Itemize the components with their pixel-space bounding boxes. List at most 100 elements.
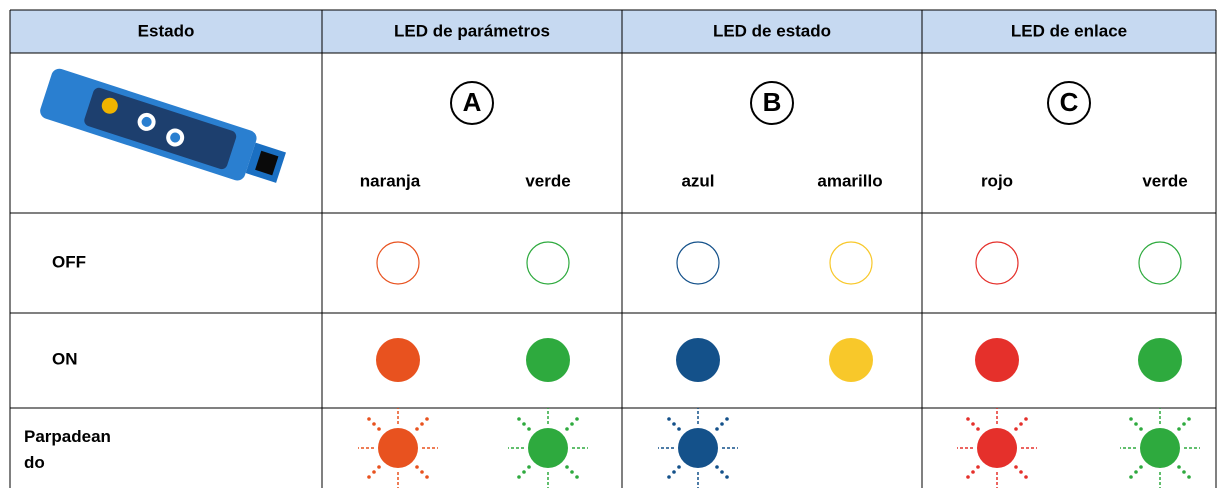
blink-dot — [1024, 475, 1028, 479]
led-off — [1138, 241, 1182, 285]
blink-dot — [522, 422, 526, 426]
blink-dot — [667, 417, 671, 421]
blink-dot — [1182, 470, 1186, 474]
color-name: naranja — [360, 171, 421, 190]
row-label: Parpadeando — [24, 427, 111, 472]
blink-dot — [720, 470, 724, 474]
led-core — [528, 428, 568, 468]
letter-circle — [1047, 81, 1091, 125]
header-cell: LED de enlace — [1011, 21, 1127, 40]
blink-dot — [1139, 427, 1143, 431]
blink-dot — [1019, 422, 1023, 426]
led-on — [829, 338, 873, 382]
blink-dot — [420, 470, 424, 474]
blink-dot — [575, 417, 579, 421]
led-core — [678, 428, 718, 468]
blink-dot — [570, 422, 574, 426]
blink-dot — [527, 465, 531, 469]
blink-dot — [672, 422, 676, 426]
led-blinking — [508, 408, 588, 488]
blink-dot — [372, 422, 376, 426]
blink-dot — [517, 417, 521, 421]
header-cell: LED de estado — [713, 21, 831, 40]
blink-dot — [1024, 417, 1028, 421]
blink-dot — [677, 427, 681, 431]
blink-dot — [971, 470, 975, 474]
blink-dot — [575, 475, 579, 479]
led-on — [1138, 338, 1182, 382]
usb-device-image — [40, 68, 286, 183]
blink-dot — [425, 475, 429, 479]
color-name: verde — [525, 171, 570, 190]
blink-dot — [720, 422, 724, 426]
blink-dot — [425, 417, 429, 421]
blink-dot — [966, 417, 970, 421]
led-blinking — [658, 408, 738, 488]
blink-dot — [1129, 417, 1133, 421]
group-letter: C — [1060, 87, 1079, 117]
blink-dot — [415, 465, 419, 469]
led-on — [376, 338, 420, 382]
led-core — [977, 428, 1017, 468]
group-letter: B — [763, 87, 782, 117]
color-name: amarillo — [817, 171, 882, 190]
blink-dot — [976, 427, 980, 431]
blink-dot — [976, 465, 980, 469]
led-blinking — [957, 408, 1037, 488]
blink-dot — [971, 422, 975, 426]
led-core — [1140, 428, 1180, 468]
blink-dot — [966, 475, 970, 479]
blink-dot — [1129, 475, 1133, 479]
led-off — [676, 241, 720, 285]
blink-dot — [367, 475, 371, 479]
color-name: azul — [681, 171, 714, 190]
blink-dot — [1134, 422, 1138, 426]
blink-dot — [522, 470, 526, 474]
blink-dot — [725, 475, 729, 479]
blink-dot — [1014, 427, 1018, 431]
blink-dot — [377, 427, 381, 431]
header-background — [10, 10, 1216, 53]
led-on — [676, 338, 720, 382]
led-off — [829, 241, 873, 285]
blink-dot — [1139, 465, 1143, 469]
blink-dot — [715, 427, 719, 431]
led-blinking — [358, 408, 438, 488]
blink-dot — [715, 465, 719, 469]
header-cell: Estado — [138, 21, 195, 40]
blink-dot — [1019, 470, 1023, 474]
led-core — [378, 428, 418, 468]
led-on — [975, 338, 1019, 382]
letter-circle — [750, 81, 794, 125]
blink-dot — [565, 427, 569, 431]
blink-dot — [527, 427, 531, 431]
group-letter: A — [463, 87, 482, 117]
led-off — [526, 241, 570, 285]
blink-dot — [1177, 465, 1181, 469]
blink-dot — [367, 417, 371, 421]
row-label: OFF — [52, 252, 86, 271]
blink-dot — [1182, 422, 1186, 426]
led-blinking — [1120, 408, 1200, 488]
row-label: ON — [52, 349, 78, 368]
blink-dot — [415, 427, 419, 431]
blink-dot — [372, 470, 376, 474]
blink-dot — [1187, 475, 1191, 479]
blink-dot — [1134, 470, 1138, 474]
blink-dot — [570, 470, 574, 474]
led-off — [376, 241, 420, 285]
led-off — [975, 241, 1019, 285]
led-on — [526, 338, 570, 382]
table-grid — [9, 9, 1217, 488]
color-name: verde — [1142, 171, 1187, 190]
blink-dot — [517, 475, 521, 479]
blink-dot — [672, 470, 676, 474]
blink-dot — [725, 417, 729, 421]
blink-dot — [377, 465, 381, 469]
color-name: rojo — [981, 171, 1013, 190]
blink-dot — [565, 465, 569, 469]
letter-circle — [450, 81, 494, 125]
header-cell: LED de parámetros — [394, 21, 550, 40]
